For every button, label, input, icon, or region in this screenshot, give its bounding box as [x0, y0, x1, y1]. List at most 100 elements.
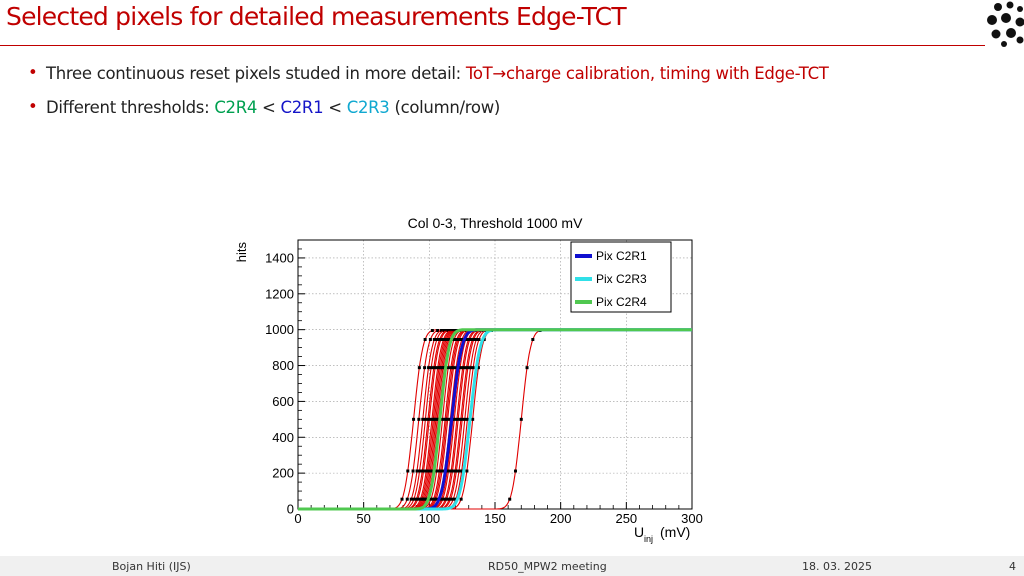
pixel-data-point [472, 337, 476, 341]
x-tick-label: 200 [550, 511, 572, 526]
pixel-data-point [415, 469, 419, 473]
pixel-data-point [508, 497, 512, 501]
pixel-data-point [433, 366, 437, 370]
x-tick-label: 0 [294, 511, 301, 526]
legend-label: Pix C2R4 [596, 295, 647, 309]
y-tick-label: 400 [272, 430, 294, 445]
pixel-data-point [447, 469, 451, 473]
pixel-data-point [418, 469, 422, 473]
pixel-data-point [454, 366, 458, 370]
pixel-data-point [458, 366, 462, 370]
bullet-text: Three continuous reset pixels studed in … [46, 64, 829, 83]
pixel-data-point [435, 337, 439, 341]
right-arrow-icon: → [492, 64, 506, 83]
pixel-data-point [471, 366, 475, 370]
pixel-data-point [459, 497, 463, 501]
pixel-data-point [430, 329, 434, 333]
legend-label: Pix C2R3 [596, 272, 647, 286]
pixel-data-point [466, 366, 470, 370]
pixel-data-point [477, 337, 481, 341]
x-tick-label: 100 [418, 511, 440, 526]
pixel-data-point [474, 337, 478, 341]
pixel-data-point [451, 497, 455, 501]
pixel-data-point [412, 497, 416, 501]
pixel-data-point [441, 497, 445, 501]
pixel-data-point [450, 469, 454, 473]
pixel-data-point [417, 417, 421, 421]
pixel-data-point [440, 469, 444, 473]
pixel-data-point [439, 337, 443, 341]
pixel-data-point [465, 417, 469, 421]
pixel-data-point [446, 366, 450, 370]
footer-author: Bojan Hiti (IJS) [112, 560, 191, 573]
footer-date: 18. 03. 2025 [802, 560, 872, 573]
pixel-data-point [446, 329, 450, 333]
bullet-text: Different thresholds: C2R4 < C2R1 < C2R3… [46, 98, 501, 117]
pixel-data-point [411, 469, 415, 473]
pixel-data-point [460, 337, 464, 341]
pixel-data-point [429, 366, 433, 370]
y-tick-label: 600 [272, 394, 294, 409]
pixel-data-point [449, 497, 453, 501]
y-axis-label: hits [234, 242, 249, 263]
pixel-data-point [435, 469, 439, 473]
pixel-data-point [471, 417, 475, 421]
pixel-data-point [434, 497, 438, 501]
footer-meeting: RD50_MPW2 meeting [488, 560, 607, 573]
x-axis-label: U [634, 524, 644, 540]
pixel-data-point [460, 469, 464, 473]
pixel-data-point [531, 337, 535, 341]
pixel-data-point [423, 337, 427, 341]
bullet-marker: • [28, 97, 38, 116]
pixel-data-point [428, 337, 432, 341]
footer-page-number: 4 [1009, 560, 1016, 573]
pixel-data-point [422, 469, 426, 473]
y-tick-label: 1000 [265, 322, 294, 337]
slide-title: Selected pixels for detailed measurement… [6, 2, 627, 31]
pixel-data-point [446, 417, 450, 421]
pixel-data-point [436, 329, 440, 333]
x-axis-label-subscript: inj [644, 534, 653, 544]
pixel-data-point [457, 337, 461, 341]
pixel-data-point [452, 337, 456, 341]
pixel-data-point [513, 469, 517, 473]
pixel-data-point [423, 366, 427, 370]
y-tick-label: 1200 [265, 286, 294, 301]
pixel-data-point [409, 497, 413, 501]
pixel-data-point [442, 329, 446, 333]
pixel-data-point [469, 366, 473, 370]
pixel-data-point [406, 469, 410, 473]
institute-logo-icon [987, 1, 1024, 47]
pixel-data-point [427, 417, 431, 421]
pixel-data-point [468, 337, 472, 341]
pixel-data-point [427, 366, 431, 370]
pixel-data-point [405, 497, 409, 501]
y-tick-label: 1400 [265, 250, 294, 265]
pixel-data-point [423, 417, 427, 421]
chart-title: Col 0-3, Threshold 1000 mV [408, 215, 583, 231]
threshold-scan-chart: 0 50 100 150 200 250 300 0 200 400 600 800 1000 1200 1… [234, 215, 703, 544]
title-divider [0, 45, 985, 46]
x-tick-label: 150 [484, 511, 506, 526]
legend-label: Pix C2R1 [596, 249, 647, 263]
series-line-pix-c2r4 [298, 328, 692, 511]
pixel-data-point [440, 329, 444, 333]
pixel-data-point [457, 469, 461, 473]
pixel-data-point [400, 497, 404, 501]
pixel-data-point [412, 417, 416, 421]
pixel-data-point [454, 469, 458, 473]
pixel-data-point [451, 366, 455, 370]
pixel-data-point [416, 497, 420, 501]
pixel-data-point [421, 417, 425, 421]
pixel-data-point [462, 366, 466, 370]
pixel-data-point [445, 497, 449, 501]
pixel-data-point [429, 497, 433, 501]
pixel-data-point [463, 417, 467, 421]
pixel-data-point [452, 417, 456, 421]
pixel-data-point [456, 417, 460, 421]
slide-footer: Bojan Hiti (IJS) RD50_MPW2 meeting 18. 0… [0, 556, 1024, 576]
y-tick-label: 200 [272, 466, 294, 481]
pixel-data-point [417, 366, 421, 370]
pixel-data-point [460, 417, 464, 421]
pixel-data-point [476, 366, 480, 370]
